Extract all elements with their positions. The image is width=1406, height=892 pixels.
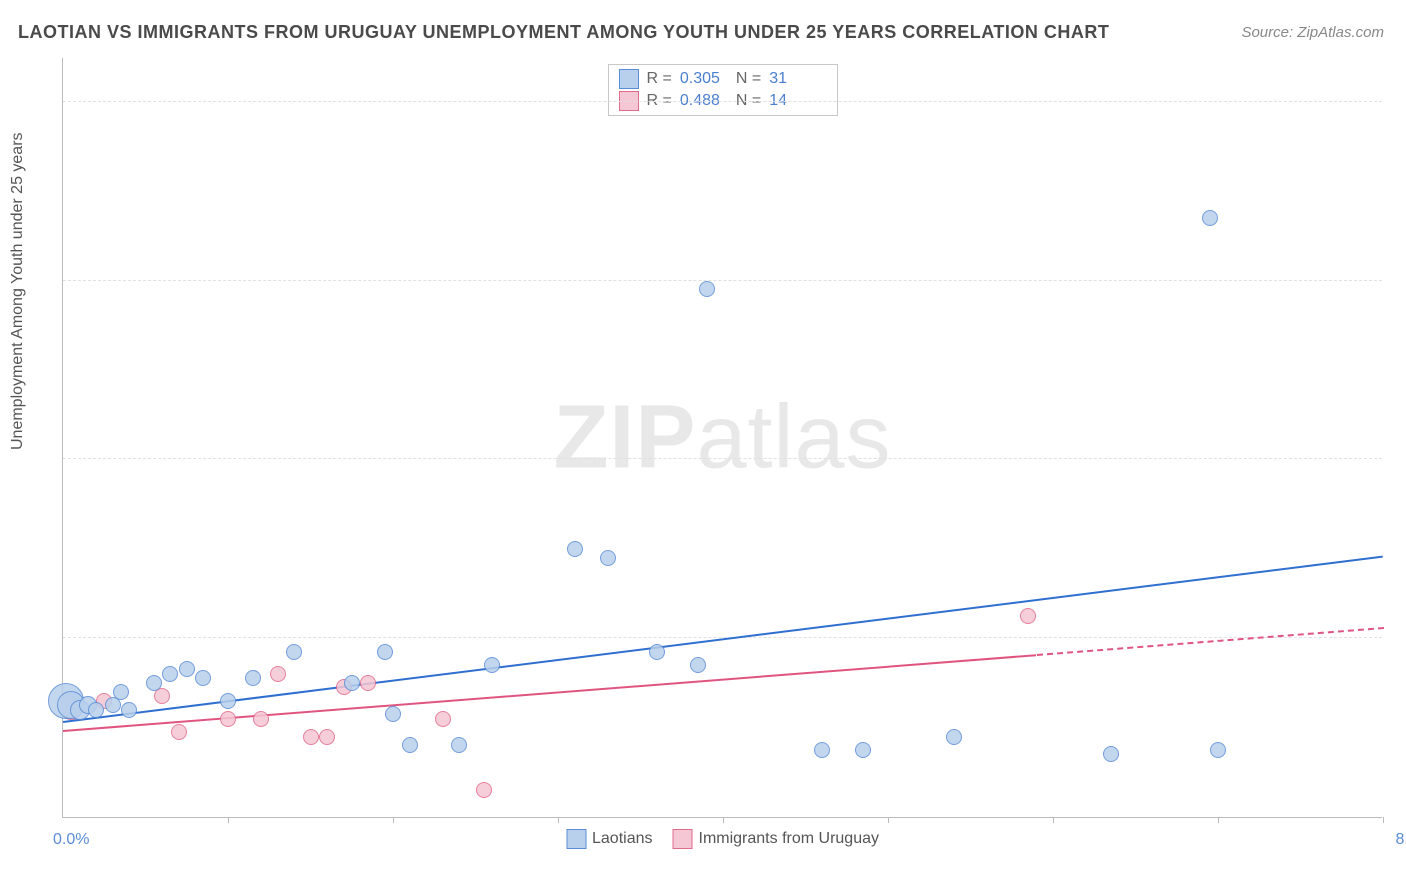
data-point	[1103, 746, 1119, 762]
r-label: R =	[647, 70, 672, 88]
data-point	[1020, 608, 1036, 624]
x-tick	[1053, 817, 1054, 823]
gridline	[63, 458, 1382, 459]
data-point	[946, 729, 962, 745]
data-point	[344, 675, 360, 691]
x-tick	[393, 817, 394, 823]
scatter-plot: ZIPatlas R = 0.305 N = 31 R = 0.488 N = …	[62, 58, 1382, 818]
data-point	[402, 737, 418, 753]
data-point	[303, 729, 319, 745]
data-point	[484, 657, 500, 673]
data-point	[435, 711, 451, 727]
data-point	[220, 711, 236, 727]
data-point	[476, 782, 492, 798]
data-point	[855, 742, 871, 758]
correlation-legend: R = 0.305 N = 31 R = 0.488 N = 14	[608, 64, 838, 116]
data-point	[179, 661, 195, 677]
n-value-laotians: 31	[769, 70, 787, 88]
data-point	[377, 644, 393, 660]
data-point	[270, 666, 286, 682]
data-point	[360, 675, 376, 691]
data-point	[253, 711, 269, 727]
data-point	[451, 737, 467, 753]
data-point	[567, 541, 583, 557]
legend-row-laotians: R = 0.305 N = 31	[619, 69, 827, 89]
swatch-laotians	[619, 69, 639, 89]
data-point	[88, 702, 104, 718]
data-point	[154, 688, 170, 704]
data-point	[600, 550, 616, 566]
legend-item-uruguay: Immigrants from Uruguay	[673, 829, 880, 849]
data-point	[1202, 210, 1218, 226]
data-point	[195, 670, 211, 686]
legend-item-laotians: Laotians	[566, 829, 653, 849]
y-axis-label: Unemployment Among Youth under 25 years	[9, 132, 27, 450]
data-point	[171, 724, 187, 740]
data-point	[699, 281, 715, 297]
n-label: N =	[736, 70, 761, 88]
trend-line	[63, 654, 1037, 732]
y-tick-label: 80.0%	[1399, 93, 1406, 111]
x-tick	[723, 817, 724, 823]
data-point	[1210, 742, 1226, 758]
legend-label-uruguay: Immigrants from Uruguay	[699, 830, 880, 848]
data-point	[220, 693, 236, 709]
data-point	[385, 706, 401, 722]
gridline	[63, 280, 1382, 281]
data-point	[286, 644, 302, 660]
x-tick	[1383, 817, 1384, 823]
trend-line	[63, 556, 1383, 723]
data-point	[146, 675, 162, 691]
chart-title: LAOTIAN VS IMMIGRANTS FROM URUGUAY UNEMP…	[18, 22, 1109, 43]
data-point	[690, 657, 706, 673]
series-legend: Laotians Immigrants from Uruguay	[566, 829, 879, 849]
data-point	[113, 684, 129, 700]
trend-line	[1036, 627, 1383, 656]
x-axis-max-label: 8.0%	[1396, 831, 1406, 849]
data-point	[121, 702, 137, 718]
gridline	[63, 101, 1382, 102]
data-point	[319, 729, 335, 745]
source-label: Source: ZipAtlas.com	[1241, 24, 1384, 41]
x-tick	[888, 817, 889, 823]
y-tick-label: 40.0%	[1399, 450, 1406, 468]
data-point	[649, 644, 665, 660]
data-point	[814, 742, 830, 758]
data-point	[162, 666, 178, 682]
x-tick	[228, 817, 229, 823]
x-axis-min-label: 0.0%	[53, 831, 89, 849]
x-tick	[558, 817, 559, 823]
legend-label-laotians: Laotians	[592, 830, 653, 848]
y-tick-label: 60.0%	[1399, 272, 1406, 290]
data-point	[245, 670, 261, 686]
watermark: ZIPatlas	[553, 386, 891, 489]
x-tick	[1218, 817, 1219, 823]
swatch-uruguay	[673, 829, 693, 849]
y-tick-label: 20.0%	[1399, 629, 1406, 647]
r-value-laotians: 0.305	[680, 70, 720, 88]
swatch-laotians	[566, 829, 586, 849]
